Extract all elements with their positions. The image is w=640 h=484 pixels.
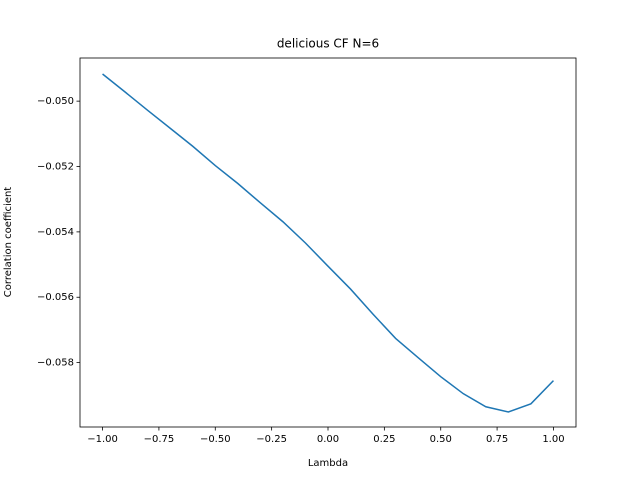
x-axis-label: Lambda bbox=[308, 458, 348, 469]
x-tick-label: 0.00 bbox=[317, 434, 339, 445]
y-tick-label: −0.054 bbox=[37, 227, 74, 238]
x-tick-label: −1.00 bbox=[87, 434, 118, 445]
y-tick-label: −0.056 bbox=[37, 292, 74, 303]
x-tick-label: −0.25 bbox=[256, 434, 287, 445]
plot-frame bbox=[79, 57, 577, 428]
y-tick-label: −0.058 bbox=[37, 358, 74, 369]
y-tick-label: −0.052 bbox=[37, 162, 74, 173]
x-tick-label: 1.00 bbox=[542, 434, 564, 445]
x-tick-label: −0.50 bbox=[200, 434, 231, 445]
x-tick-label: 0.75 bbox=[486, 434, 508, 445]
x-tick-label: 0.50 bbox=[430, 434, 452, 445]
line-series bbox=[102, 73, 554, 413]
x-tick-label: 0.25 bbox=[373, 434, 395, 445]
y-axis-label: Correlation coefficient bbox=[3, 187, 14, 298]
chart-title: delicious CF N=6 bbox=[277, 37, 379, 51]
x-tick-label: −0.75 bbox=[144, 434, 175, 445]
y-tick-label: −0.050 bbox=[37, 96, 74, 107]
